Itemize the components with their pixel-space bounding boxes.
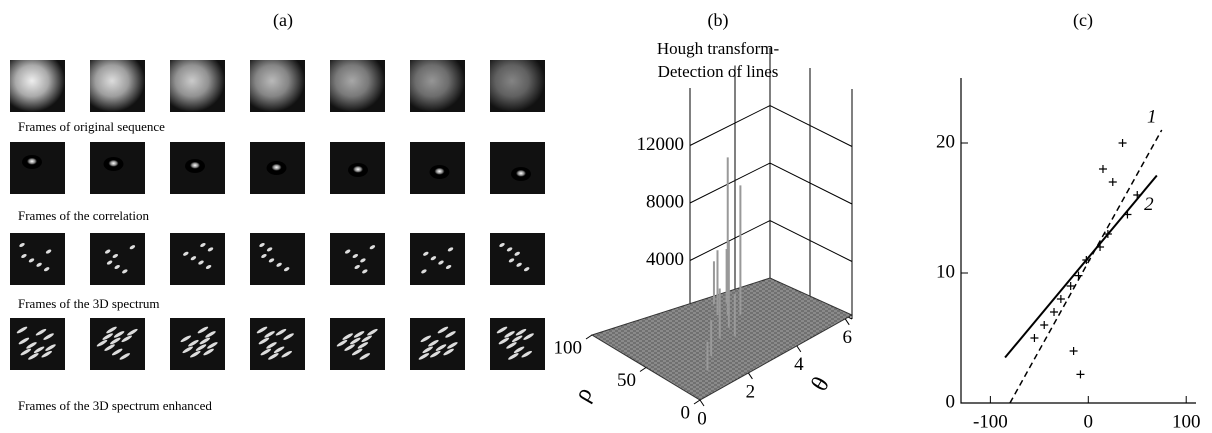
x-tick-label: -100: [973, 411, 1008, 432]
point: [1057, 295, 1065, 303]
caption: Frames of the correlation: [18, 208, 150, 223]
point: [1070, 347, 1078, 355]
x-tick-label: 0: [1084, 411, 1094, 432]
frame-blob: [410, 60, 465, 112]
point: [1099, 165, 1107, 173]
frame: [90, 233, 145, 285]
frame-blob: [185, 159, 205, 173]
panel-label: (b): [708, 10, 729, 31]
point: [1076, 370, 1084, 378]
point: [1123, 211, 1131, 219]
theta-tick-label: 6: [842, 327, 852, 348]
z-tick-label: 8000: [646, 191, 684, 212]
frame: [170, 233, 225, 285]
x-axis-label: ρ: [569, 383, 598, 406]
z-tick-label: 12000: [637, 134, 685, 155]
caption: Frames of the 3D spectrum enhanced: [18, 398, 212, 413]
theta-tick-label: 4: [794, 354, 804, 375]
panel-a: Frames of original sequence Frames of the…: [10, 60, 545, 413]
tick-mark: [640, 368, 646, 372]
rho-tick-label: 0: [681, 402, 691, 423]
x-tick-label: 100: [1172, 411, 1201, 432]
panel-c: (c) 0 10 20 -100 0 100 1 2: [936, 10, 1200, 432]
title: Hough transform-: [657, 39, 780, 58]
grid-line: [690, 106, 852, 147]
line-label: 1: [1147, 106, 1157, 127]
frame-blob: [430, 165, 450, 179]
frame: [10, 233, 65, 285]
frame-blob: [348, 163, 368, 177]
frame: [10, 142, 65, 194]
frame-blob: [511, 167, 531, 181]
frame-blob: [90, 60, 145, 112]
tick-mark: [845, 319, 849, 325]
theta-tick-label: 0: [697, 408, 707, 429]
point: [1050, 308, 1058, 316]
point: [1133, 191, 1141, 199]
tick-mark: [694, 400, 700, 404]
panel-label: (c): [1073, 10, 1093, 31]
figure: (a) Frames of original sequenceFrames of…: [0, 0, 1212, 433]
fit-line: [1010, 130, 1162, 403]
frame-blob: [267, 161, 287, 175]
tick-mark: [748, 373, 752, 379]
frame: [250, 233, 305, 285]
theta-tick-label: 2: [746, 381, 756, 402]
frame: [490, 318, 545, 370]
axes: [961, 78, 1196, 403]
point: [1119, 139, 1127, 147]
frame: [330, 233, 385, 285]
y-tick-label: 0: [946, 391, 956, 412]
title: Detection of lines: [658, 62, 779, 81]
frame-blob: [10, 60, 65, 112]
tick-mark: [586, 335, 592, 339]
z-tick-label: 4000: [646, 249, 684, 270]
frame: [10, 318, 65, 370]
caption: Frames of the 3D spectrum: [18, 296, 160, 311]
rho-tick-label: 100: [554, 337, 583, 358]
tick-mark: [700, 400, 704, 406]
point: [1096, 243, 1104, 251]
frame-blob: [490, 60, 545, 112]
y-tick-label: 20: [936, 131, 955, 152]
y-axis-label: θ: [807, 373, 835, 396]
point: [1030, 334, 1038, 342]
y-tick-label: 10: [936, 261, 955, 282]
frame-blob: [330, 60, 385, 112]
point: [1109, 178, 1117, 186]
caption: Frames of original sequence: [18, 119, 165, 134]
line-label: 2: [1144, 194, 1154, 215]
frame: [250, 318, 305, 370]
grid-line: [690, 163, 852, 204]
grid-line: [690, 221, 852, 262]
fit-line: [1005, 176, 1157, 358]
rho-tick-label: 50: [617, 370, 636, 391]
frame: [410, 233, 465, 285]
frame-blob: [250, 60, 305, 112]
tick-mark: [797, 346, 801, 352]
panel-label: (a): [273, 10, 293, 31]
frame: [490, 233, 545, 285]
frame-blob: [170, 60, 225, 112]
point: [1040, 321, 1048, 329]
panel-b: (b)Hough transform-Detection of lines040…: [554, 10, 853, 429]
frame-blob: [104, 157, 124, 171]
frame-blob: [22, 155, 42, 169]
